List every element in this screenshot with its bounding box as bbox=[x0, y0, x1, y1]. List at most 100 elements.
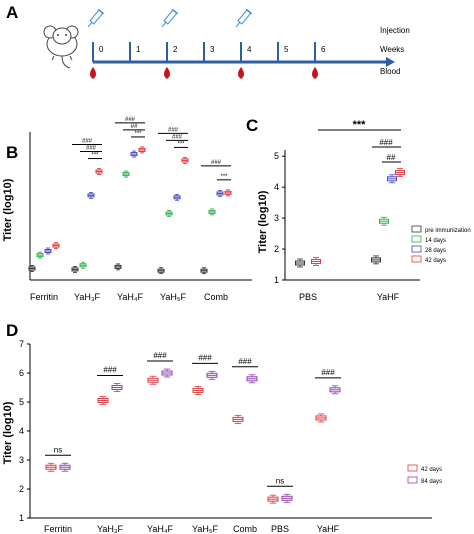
syringe-icon bbox=[161, 8, 179, 28]
panel-d-ytick-label: 2 bbox=[19, 484, 24, 494]
panel-b-significance-label: *** bbox=[220, 174, 228, 180]
panel-c-box bbox=[395, 168, 405, 177]
syringe-plunger bbox=[97, 8, 105, 15]
panel-b-box bbox=[224, 189, 232, 197]
panel-d-box bbox=[147, 375, 159, 385]
panel-c-significance-label: ## bbox=[387, 153, 396, 162]
panel-c-box bbox=[295, 258, 305, 268]
panel-c-legend-label: 14 days bbox=[425, 238, 446, 244]
panel-b-box bbox=[87, 191, 95, 199]
week-label-5: 5 bbox=[284, 45, 289, 54]
panel-b-category-label: YaH₄F bbox=[117, 292, 144, 302]
syringe-plunger bbox=[245, 8, 253, 15]
panel-d-category-label: PBS bbox=[271, 524, 289, 534]
panel-b-box bbox=[28, 265, 36, 272]
panel-c-legend-label: 42 days bbox=[425, 258, 446, 264]
panel-b-box bbox=[208, 208, 216, 216]
panel-b-significance-label: *** bbox=[134, 131, 142, 137]
panel-d-category-label: YaH₄F bbox=[147, 524, 174, 534]
panel-d-ytick-label: 3 bbox=[19, 455, 24, 465]
panel-b-box bbox=[52, 242, 60, 249]
panel-d-significance-label: ### bbox=[153, 351, 167, 360]
panel-b-box bbox=[165, 210, 173, 217]
panel-b-significance-label: ### bbox=[172, 134, 183, 140]
panel-b-box bbox=[122, 170, 130, 178]
panel-b-significance-label: *** bbox=[177, 141, 185, 147]
panel-d-box bbox=[161, 368, 173, 378]
panel-b-significance-label: ### bbox=[86, 146, 97, 152]
panel-d-box bbox=[329, 385, 341, 395]
blood-drop-icon bbox=[312, 67, 318, 79]
panel-b-box bbox=[95, 168, 103, 175]
panel-d-category-label: YaH₅F bbox=[192, 524, 218, 534]
panel-a-label: A bbox=[6, 3, 18, 22]
week-label-6: 6 bbox=[321, 45, 326, 54]
panel-c-significance-label: *** bbox=[353, 119, 367, 131]
panel-d-box bbox=[206, 370, 218, 380]
panel-b-box bbox=[36, 251, 44, 259]
panel-d-box bbox=[232, 414, 244, 424]
panel-d-ylabel: Titer (log10) bbox=[2, 401, 14, 464]
panel-b-box bbox=[114, 263, 122, 271]
syringe-needle bbox=[87, 22, 93, 28]
panel-b-significance-label: ### bbox=[125, 117, 136, 123]
panel-d-ytick-label: 1 bbox=[19, 513, 24, 523]
panel-c-ylabel: Titer (log10) bbox=[257, 190, 269, 253]
panel-c-box bbox=[387, 174, 397, 184]
panel-d-label: D bbox=[6, 321, 18, 340]
panel-c-legend-swatch bbox=[411, 245, 422, 253]
legend-blood: Blood bbox=[380, 67, 400, 76]
panel-d-box bbox=[59, 462, 71, 472]
panel-d-box bbox=[111, 383, 123, 392]
panel-d-significance-label: ### bbox=[198, 353, 212, 362]
timeline-arrowhead bbox=[386, 57, 395, 67]
panel-d-ytick-label: 5 bbox=[19, 397, 24, 407]
panel-d-category-label: Comb bbox=[233, 524, 257, 534]
syringe-plunger bbox=[171, 8, 179, 15]
panel-d-significance-label: ns bbox=[54, 445, 62, 454]
panel-b-box bbox=[130, 150, 138, 158]
panel-b-significance-label: ### bbox=[211, 160, 222, 166]
panel-b-significance-label: ### bbox=[82, 139, 93, 145]
panel-d-box bbox=[246, 374, 258, 384]
panel-b-significance-label: *** bbox=[91, 153, 99, 159]
panel-d-legend-swatch bbox=[407, 476, 418, 484]
panel-b-category-label: YaH₃F bbox=[74, 292, 101, 302]
panel-d-legend-swatch bbox=[407, 464, 418, 472]
panel-c-legend-label: pre immunization bbox=[425, 228, 471, 234]
panel-d-ytick-label: 7 bbox=[19, 339, 24, 349]
panel-c-legend-label: 28 days bbox=[425, 248, 446, 254]
panel-c-ytick-label: 2 bbox=[274, 244, 279, 254]
blood-drop-icon bbox=[164, 67, 170, 79]
legend-weeks: Weeks bbox=[380, 45, 404, 54]
panel-d-category-label: YaH₃F bbox=[97, 524, 124, 534]
panel-b-box bbox=[157, 267, 165, 275]
chart-panel-b: Titer (log10) Ferritin YaH₃F YaH₄F YaH₅F Com… bbox=[2, 117, 252, 302]
panel-d-significance-label: ns bbox=[276, 476, 284, 485]
panel-c-significance-label: ### bbox=[379, 138, 393, 147]
panel-b-box bbox=[181, 157, 189, 164]
panel-d-category-label: Ferritin bbox=[44, 524, 72, 534]
panel-c-ytick-label: 1 bbox=[274, 275, 279, 285]
panel-d-significance-label: ### bbox=[238, 357, 252, 366]
week-label-3: 3 bbox=[210, 45, 215, 54]
panel-c-ytick-label: 5 bbox=[274, 151, 279, 161]
panel-d-box bbox=[267, 494, 279, 504]
panel-b-ylabel: Titer (log10) bbox=[2, 178, 14, 241]
blood-drop-icon bbox=[238, 67, 244, 79]
panel-b-box bbox=[138, 146, 146, 154]
panel-b-category-label: Comb bbox=[204, 292, 228, 302]
mouse-icon bbox=[43, 25, 79, 69]
panel-c-box bbox=[379, 216, 389, 226]
panel-d-box bbox=[281, 493, 293, 503]
panel-b-significance-label: ### bbox=[168, 127, 179, 133]
chart-panel-d: Titer (log10) 1 2 3 4 5 6 7 Ferritin ns YaH₃F ### Y… bbox=[2, 339, 442, 534]
panel-b-category-label: YaH₅F bbox=[160, 292, 186, 302]
panel-d-box bbox=[192, 385, 204, 395]
week-label-0: 0 bbox=[99, 45, 104, 54]
panel-d-category-label: YaHF bbox=[317, 524, 340, 534]
week-label-1: 1 bbox=[136, 45, 141, 54]
syringe-icon bbox=[87, 8, 105, 28]
